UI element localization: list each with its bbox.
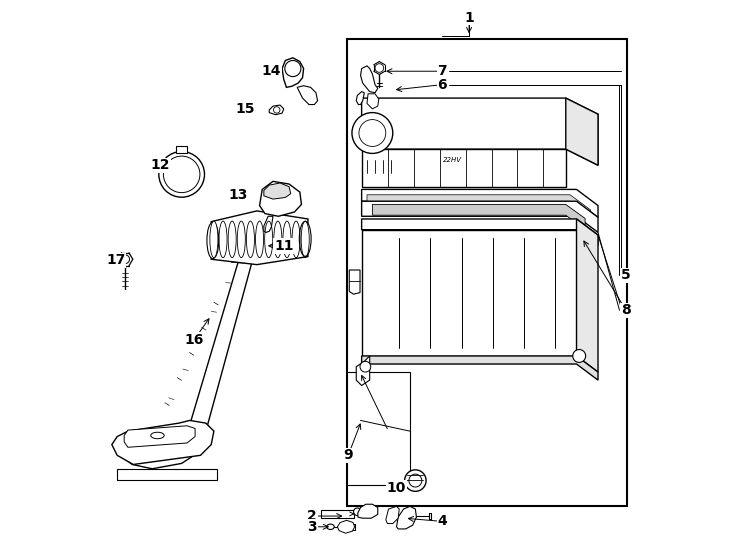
- Polygon shape: [360, 66, 378, 93]
- Polygon shape: [367, 94, 379, 109]
- Polygon shape: [112, 421, 214, 464]
- Polygon shape: [254, 227, 300, 254]
- Polygon shape: [211, 211, 308, 265]
- Polygon shape: [124, 426, 195, 447]
- Circle shape: [404, 470, 426, 491]
- Polygon shape: [362, 190, 598, 218]
- Text: 6: 6: [437, 78, 447, 92]
- Circle shape: [352, 113, 393, 153]
- Ellipse shape: [150, 432, 164, 438]
- Polygon shape: [362, 219, 598, 246]
- Polygon shape: [117, 469, 217, 480]
- Polygon shape: [576, 219, 598, 372]
- Circle shape: [360, 361, 371, 372]
- Ellipse shape: [327, 524, 334, 530]
- Text: 3: 3: [308, 520, 317, 534]
- Text: 10: 10: [387, 481, 406, 495]
- Polygon shape: [260, 181, 302, 217]
- Polygon shape: [282, 58, 304, 87]
- Ellipse shape: [159, 152, 205, 197]
- Ellipse shape: [299, 221, 311, 256]
- Circle shape: [375, 64, 384, 72]
- Polygon shape: [362, 201, 598, 232]
- Circle shape: [359, 119, 386, 146]
- Text: 17: 17: [106, 253, 126, 267]
- Polygon shape: [396, 507, 416, 529]
- Polygon shape: [349, 270, 360, 294]
- Text: 5: 5: [621, 268, 631, 282]
- Polygon shape: [264, 217, 273, 232]
- Polygon shape: [356, 356, 370, 386]
- Text: 14: 14: [261, 64, 281, 78]
- Polygon shape: [367, 195, 590, 217]
- Polygon shape: [372, 205, 585, 229]
- Bar: [346, 372, 410, 485]
- Polygon shape: [362, 149, 566, 187]
- Text: 13: 13: [228, 188, 248, 202]
- Polygon shape: [386, 507, 399, 524]
- Ellipse shape: [285, 60, 301, 77]
- Bar: [346, 39, 627, 507]
- Text: 8: 8: [621, 303, 631, 318]
- Text: 1: 1: [464, 10, 474, 24]
- Polygon shape: [338, 521, 355, 533]
- Polygon shape: [362, 356, 598, 380]
- Text: 9: 9: [344, 448, 353, 462]
- Ellipse shape: [210, 221, 218, 258]
- Circle shape: [274, 107, 280, 113]
- Polygon shape: [362, 98, 598, 165]
- Bar: [321, 510, 354, 518]
- Text: 7: 7: [437, 64, 447, 78]
- Text: 11: 11: [274, 239, 294, 253]
- Text: 2: 2: [308, 509, 317, 523]
- Polygon shape: [356, 92, 364, 105]
- Bar: [176, 146, 187, 153]
- Polygon shape: [566, 98, 598, 165]
- Text: 15: 15: [236, 102, 255, 116]
- Polygon shape: [126, 238, 257, 469]
- Text: 22HV: 22HV: [443, 157, 462, 163]
- Polygon shape: [297, 86, 318, 105]
- Circle shape: [409, 474, 422, 487]
- Circle shape: [573, 349, 586, 362]
- Polygon shape: [362, 230, 576, 356]
- Polygon shape: [264, 183, 291, 199]
- Polygon shape: [269, 105, 284, 114]
- Ellipse shape: [354, 508, 361, 516]
- Text: 16: 16: [184, 333, 204, 347]
- Circle shape: [121, 255, 129, 264]
- Text: 12: 12: [150, 158, 170, 172]
- Ellipse shape: [207, 222, 219, 259]
- Text: 4: 4: [437, 515, 447, 529]
- Polygon shape: [222, 243, 265, 264]
- Polygon shape: [358, 504, 378, 518]
- Ellipse shape: [164, 156, 200, 193]
